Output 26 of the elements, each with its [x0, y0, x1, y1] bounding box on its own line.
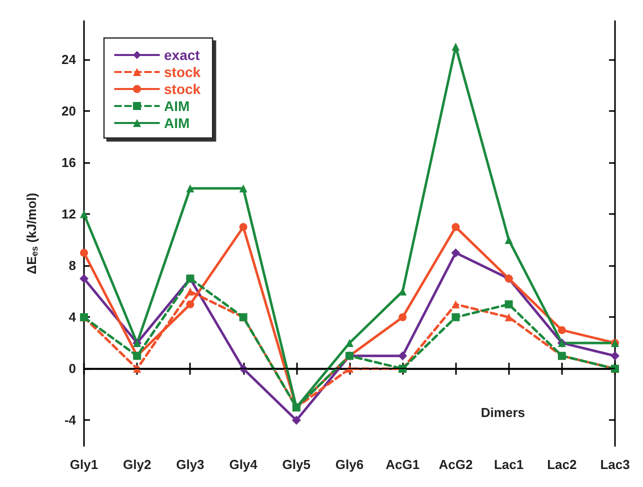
legend-label: AIM — [164, 115, 190, 131]
y-tick-label: 20 — [62, 104, 76, 119]
x-tick-label: AcG2 — [438, 457, 473, 472]
x-tick-label: Gly6 — [335, 457, 364, 472]
legend-label: stock — [164, 81, 201, 97]
x-tick-label: Gly1 — [70, 457, 98, 472]
x-tick-label: Gly3 — [176, 457, 204, 472]
x-tick-label: Gly4 — [229, 457, 258, 472]
y-tick-label: 24 — [62, 52, 77, 68]
y-tick-label: 0 — [68, 361, 76, 376]
legend-label: stock — [164, 64, 201, 80]
x-tick-label: Lac2 — [547, 457, 577, 472]
legend-label: exact — [164, 47, 200, 63]
x-tick-label: Lac3 — [600, 457, 630, 472]
y-tick-label: -4 — [64, 412, 77, 428]
x-tick-label: Gly2 — [123, 457, 152, 472]
y-tick-label: 4 — [68, 310, 77, 325]
y-tick-label: 16 — [62, 155, 76, 170]
x-tick-label: Lac1 — [494, 457, 524, 472]
y-tick-label: 8 — [68, 258, 76, 274]
x-axis-title: Dimers — [480, 405, 525, 420]
y-tick-label: 12 — [62, 206, 76, 222]
x-tick-label: Gly5 — [282, 457, 310, 472]
legend-label: AIM — [164, 98, 190, 114]
x-tick-label: AcG1 — [386, 457, 420, 472]
y-axis-title: ΔEes (kJ/mol) — [24, 192, 40, 274]
